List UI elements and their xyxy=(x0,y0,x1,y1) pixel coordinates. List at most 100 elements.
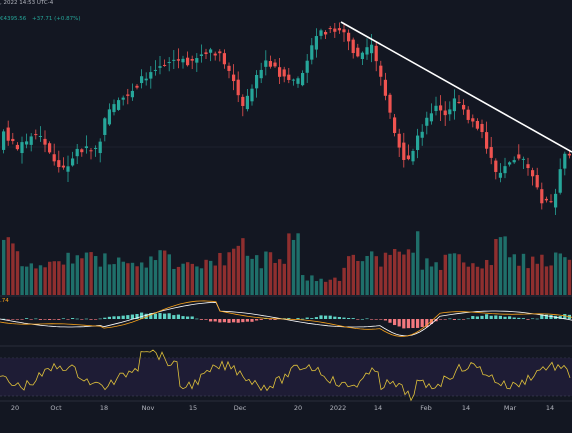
volume-bar xyxy=(498,237,503,295)
volume-bar xyxy=(245,255,250,295)
volume-bar xyxy=(314,281,319,295)
volume-bar xyxy=(181,263,185,295)
macd-histogram-bar xyxy=(342,317,346,319)
time-axis-label: Mar xyxy=(503,404,517,412)
volume-bar xyxy=(439,269,443,295)
macd-histogram-bar xyxy=(471,316,475,319)
macd-histogram-bar xyxy=(52,319,56,320)
macd-histogram-bar xyxy=(351,318,355,319)
candle-body xyxy=(34,134,38,136)
candle-body xyxy=(466,109,470,120)
macd-histogram-bar xyxy=(273,319,277,320)
macd-histogram-bar xyxy=(181,316,185,319)
volume-bar xyxy=(15,251,20,295)
macd-histogram-bar xyxy=(333,316,337,319)
rsi-band-fill xyxy=(0,358,572,396)
volume-bar xyxy=(213,265,217,295)
macd-histogram-bar xyxy=(241,319,245,323)
candle-body xyxy=(135,85,139,88)
macd-histogram-bar xyxy=(494,315,498,319)
volume-bar xyxy=(296,233,300,295)
macd-histogram-bar xyxy=(140,312,144,319)
candle-body xyxy=(351,39,355,54)
macd-histogram-bar xyxy=(439,319,443,320)
volume-bar xyxy=(521,253,526,295)
macd-histogram-bar xyxy=(397,319,401,327)
candle-body xyxy=(250,88,254,102)
candle-body xyxy=(107,109,111,125)
macd-histogram-bar xyxy=(319,315,323,319)
volume-bar xyxy=(374,256,378,295)
macd-histogram-bar xyxy=(356,319,360,320)
candle-body xyxy=(222,53,226,65)
macd-histogram-bar xyxy=(301,318,305,320)
volume-bar xyxy=(167,254,171,295)
macd-panel xyxy=(0,300,572,337)
macd-histogram-bar xyxy=(347,317,351,319)
macd-histogram-bar xyxy=(411,319,415,329)
volume-bar xyxy=(434,262,438,295)
volume-bar xyxy=(393,248,397,295)
volume-bar xyxy=(411,252,415,295)
candle-body xyxy=(301,72,305,86)
volume-bar xyxy=(420,269,424,295)
candle-body xyxy=(232,74,236,82)
macd-histogram-bar xyxy=(38,319,42,320)
macd-histogram-bar xyxy=(25,318,29,319)
volume-bar xyxy=(310,275,314,295)
candle-body xyxy=(25,141,29,145)
candle-body xyxy=(402,142,406,160)
macd-histogram-bar xyxy=(452,319,456,320)
volume-bar xyxy=(452,253,457,295)
macd-histogram-bar xyxy=(535,318,539,320)
macd-histogram-bar xyxy=(475,316,479,319)
volume-bar xyxy=(218,252,222,295)
candle-body xyxy=(112,104,116,113)
candle-body xyxy=(425,117,429,126)
candle-body xyxy=(462,104,466,110)
volume-bar xyxy=(144,267,148,295)
candle-body xyxy=(531,170,535,177)
candle-body xyxy=(319,30,323,36)
volume-bar xyxy=(186,262,190,295)
volume-bar xyxy=(2,239,6,295)
macd-histogram-bar xyxy=(540,314,544,319)
volume-bar xyxy=(342,267,346,295)
candle-body xyxy=(268,61,272,67)
candle-body xyxy=(264,60,268,67)
macd-histogram-bar xyxy=(314,317,318,319)
macd-histogram-bar xyxy=(374,319,378,320)
volume-bar xyxy=(333,277,337,295)
candles xyxy=(2,22,571,216)
candle-body xyxy=(374,45,378,62)
volume-bar xyxy=(480,268,484,295)
candle-body xyxy=(126,94,130,96)
candle-body xyxy=(282,69,286,77)
candle-body xyxy=(485,132,489,149)
volume-bar xyxy=(544,266,549,295)
candle-body xyxy=(29,136,33,145)
volume-bar xyxy=(494,239,498,295)
macd-histogram-bar xyxy=(383,319,387,321)
volume-bar xyxy=(52,261,56,295)
candle-body xyxy=(544,198,548,201)
macd-histogram-bar xyxy=(236,319,240,323)
volume-bar xyxy=(365,255,369,295)
candle-body xyxy=(517,154,521,159)
macd-histogram-bar xyxy=(443,319,447,320)
macd-histogram-bar xyxy=(245,319,249,322)
volume-bar xyxy=(503,236,507,295)
volume-bar xyxy=(135,266,139,295)
volume-bar xyxy=(301,275,305,295)
trend-line[interactable] xyxy=(340,21,572,153)
volume-bar xyxy=(383,252,388,295)
macd-histogram-bar xyxy=(480,315,484,319)
volume-bar xyxy=(512,254,516,295)
candle-body xyxy=(43,138,47,145)
candle-body xyxy=(241,96,245,107)
volume-bar xyxy=(531,256,535,295)
macd-histogram-bar xyxy=(337,317,341,319)
volume-bar xyxy=(176,266,181,295)
